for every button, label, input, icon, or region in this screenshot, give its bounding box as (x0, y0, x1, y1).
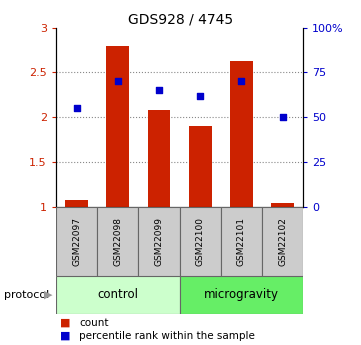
Bar (189, 126, 212, 207)
Bar (262, 207, 303, 276)
Text: control: control (97, 288, 138, 302)
Text: GSM22098: GSM22098 (113, 217, 122, 266)
Text: ■: ■ (60, 318, 70, 327)
Text: GDS928 / 4745: GDS928 / 4745 (128, 12, 233, 26)
Text: GSM22097: GSM22097 (72, 217, 81, 266)
Text: microgravity: microgravity (204, 288, 279, 302)
Bar (148, 110, 170, 207)
Text: GSM22100: GSM22100 (196, 217, 205, 266)
Point (115, 79, 121, 84)
Text: protocol: protocol (4, 290, 49, 300)
Text: GSM22102: GSM22102 (278, 217, 287, 266)
Bar (97, 207, 138, 276)
Bar (56, 207, 97, 276)
Point (239, 79, 244, 84)
Text: count: count (79, 318, 109, 327)
Text: ■: ■ (60, 331, 70, 341)
Text: ▶: ▶ (44, 290, 52, 300)
Bar (180, 276, 303, 314)
Bar (106, 46, 129, 207)
Text: GSM22099: GSM22099 (155, 217, 164, 266)
Point (156, 88, 162, 93)
Bar (230, 61, 253, 207)
Point (280, 115, 286, 120)
Bar (65, 200, 88, 207)
Bar (180, 207, 221, 276)
Text: GSM22101: GSM22101 (237, 217, 246, 266)
Point (197, 93, 203, 99)
Point (74, 106, 79, 111)
Bar (56, 276, 180, 314)
Bar (271, 203, 294, 207)
Bar (221, 207, 262, 276)
Bar (138, 207, 180, 276)
Text: percentile rank within the sample: percentile rank within the sample (79, 331, 255, 341)
